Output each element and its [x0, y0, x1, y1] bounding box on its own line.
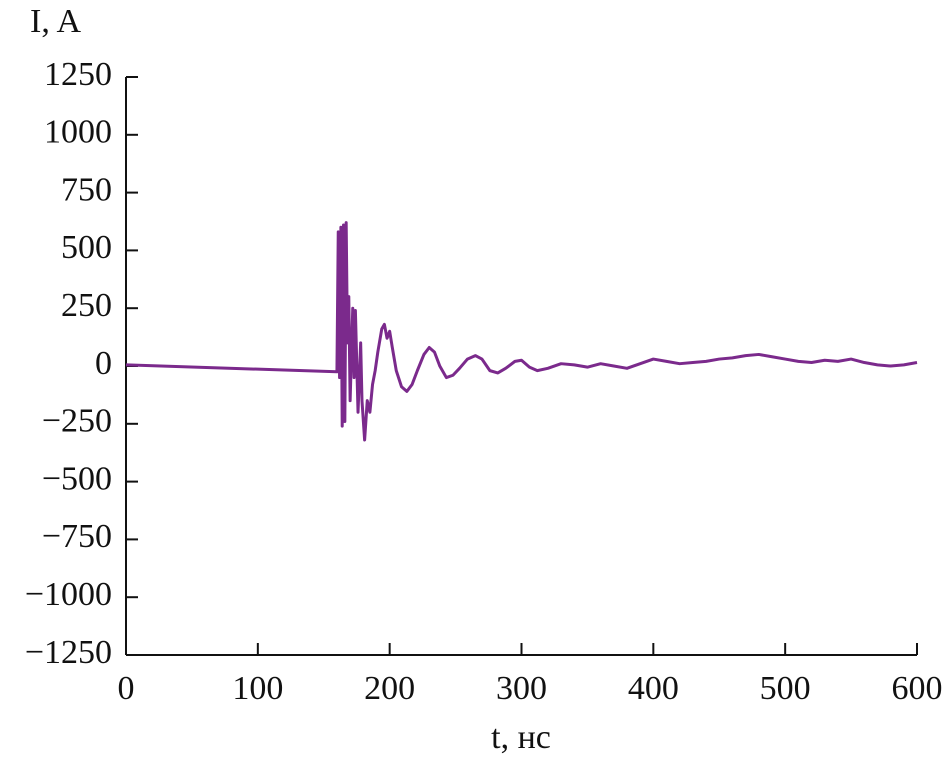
x-tick-label: 300 [496, 670, 547, 707]
y-tick-label: 1000 [44, 114, 112, 151]
y-tick-label: −250 [42, 403, 112, 440]
y-tick-label: 250 [61, 287, 112, 324]
x-tick-label: 100 [232, 670, 283, 707]
y-axis-label: I, A [30, 3, 81, 40]
y-tick-label: 1250 [44, 56, 112, 93]
y-tick-label: 0 [95, 345, 112, 382]
y-tick-label: −750 [42, 518, 112, 555]
y-tick-label: −1250 [25, 634, 112, 671]
y-tick-label: 500 [61, 229, 112, 266]
y-tick-label: −500 [42, 460, 112, 497]
x-tick-label: 500 [760, 670, 811, 707]
x-axis-label: t, нс [491, 719, 551, 756]
data-line [125, 221, 918, 442]
x-tick-label: 0 [118, 670, 135, 707]
x-tick-label: 600 [892, 670, 943, 707]
x-tick-label: 200 [364, 670, 415, 707]
y-tick-label: −1000 [25, 576, 112, 613]
y-tick-label: 750 [61, 171, 112, 208]
x-tick-label: 400 [628, 670, 679, 707]
